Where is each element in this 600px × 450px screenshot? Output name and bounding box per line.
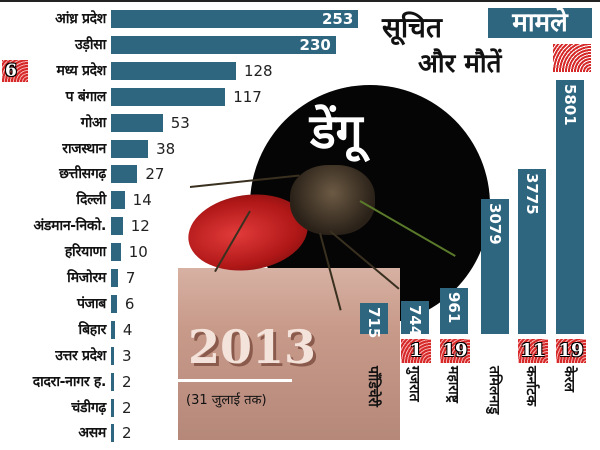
state-label: कर्नाटक [523,366,539,406]
state-label: मध्य प्रदेश [56,62,107,79]
state-label: महाराष्ट्र [445,366,461,403]
cases-value: 14 [132,191,152,210]
cases-value: 961 [445,292,463,324]
cases-value: 2 [122,398,132,417]
date-subtitle: (31 जुलाई तक) [186,393,267,408]
deaths-rings-icon [553,44,591,72]
deaths-value: 1 [409,340,423,361]
cases-bar [111,217,123,236]
cases-value: 230 [299,35,331,54]
deaths-badge: 19 [556,339,586,363]
cases-value: 38 [156,139,176,158]
year-label: 2013 [188,320,317,374]
cases-value: 3 [122,346,132,365]
state-label: राजस्थान [62,140,106,157]
cases-value: 117 [233,87,262,106]
state-label: प बंगाल [65,88,107,105]
cases-bar [111,113,163,132]
cases-bar [360,303,388,334]
cases-value: 3775 [523,172,541,215]
cases-value: 7 [125,269,136,287]
skin-background [178,268,400,440]
chart-title: डेंगू [310,104,363,160]
cases-value: 27 [145,165,165,184]
state-label: आंध्र प्रदेश [55,11,106,27]
cases-value: 2 [122,372,132,391]
state-label: दादरा-नागर ह. [32,373,107,390]
cases-bar [111,346,114,365]
cases-value: 10 [128,243,148,262]
cases-value: 4 [122,320,133,339]
cases-bar [111,424,114,443]
state-label: गुजरात [406,366,422,402]
cases-bar [111,139,149,158]
state-label: दिल्ली [76,192,106,209]
state-label: गोआ [80,114,107,131]
cases-bar [111,87,226,106]
cases-bar [440,288,468,334]
cases-value: 128 [243,61,273,80]
cases-value: 253 [322,10,354,28]
cases-bar [518,168,546,334]
state-label: उत्तर प्रदेश [55,347,106,364]
top-border [0,0,600,2]
cases-bar [111,398,114,417]
cases-value: 3079 [486,203,504,245]
legend-cases-label: मामले [488,8,592,38]
cases-value: 715 [365,307,383,339]
state-label: उड़ीसा [75,36,106,53]
cases-bar [111,243,121,262]
cases-bar [111,191,125,210]
cases-value: 53 [170,113,190,132]
state-label: पंजाब [76,295,106,312]
deaths-value: 19 [558,340,584,361]
cases-bar [111,61,236,80]
cases-bar [111,10,358,28]
cases-bar [111,35,336,54]
state-label: हरियाणा [64,244,106,261]
cases-value: 5801 [561,84,579,126]
state-label: छत्तीसगढ़ [59,166,106,183]
state-label: बिहार [78,321,106,338]
cases-value: 2 [122,424,132,443]
cases-bar [111,320,115,339]
legend-deaths-label: और मौतें [418,49,502,79]
cases-value: 6 [124,294,135,313]
cases-bar [556,80,584,334]
state-label: पॉंडिचेरी [365,366,381,407]
state-label: तमिलनाडु [486,366,502,415]
mosquito-thorax-image [290,165,375,235]
deaths-badge: 6 [2,59,28,82]
cases-value: 744 [406,305,424,337]
state-label: असम [78,425,106,442]
state-label: मिजोरम [67,270,106,286]
year-divider [178,379,292,382]
state-label: चंडीगढ़ [71,399,106,416]
deaths-value: 6 [5,60,17,81]
cases-bar [111,165,138,184]
deaths-value: 11 [520,340,546,361]
cases-bar [401,301,429,334]
cases-bar [111,372,114,391]
deaths-badge: 19 [440,339,470,363]
cases-bar [481,199,509,334]
cases-value: 12 [130,217,150,236]
deaths-badge: 1 [401,339,431,363]
state-label: अंडमान-निको. [33,218,107,235]
state-label: केरल [561,366,577,392]
deaths-value: 19 [442,340,468,361]
deaths-badge: 11 [518,339,548,363]
cases-bar [111,269,118,287]
legend-cases-prefix: सूचित [382,11,442,44]
cases-bar [111,294,117,313]
